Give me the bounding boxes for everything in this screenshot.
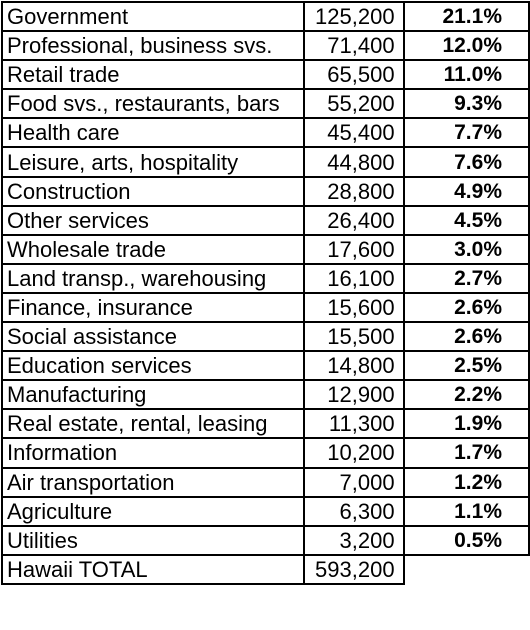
table-row: Leisure, arts, hospitality 44,800 7.6% <box>1 146 530 178</box>
job-share: 2.7% <box>402 262 530 294</box>
table-row: Professional, business svs. 71,400 12.0% <box>1 30 530 62</box>
table-row: Air transportation 7,000 1.2% <box>1 466 530 498</box>
table-row: Health care 45,400 7.7% <box>1 117 530 149</box>
industry-name: Utilities <box>1 524 305 556</box>
job-count: 15,600 <box>302 291 405 324</box>
job-count: 44,800 <box>302 146 405 178</box>
industry-name: Government <box>1 0 305 33</box>
industry-name: Air transportation <box>1 466 305 498</box>
job-count: 11,300 <box>302 408 405 440</box>
job-count: 45,400 <box>302 117 405 149</box>
table-row: Utilities 3,200 0.5% <box>1 524 530 556</box>
job-share: 9.3% <box>402 88 530 120</box>
job-share: 7.6% <box>402 146 530 178</box>
job-share: 21.1% <box>402 0 530 33</box>
table-row: Education services 14,800 2.5% <box>1 350 530 382</box>
industry-name: Wholesale trade <box>1 233 305 265</box>
job-share: 4.9% <box>402 175 530 207</box>
job-count: 16,100 <box>302 262 405 294</box>
industry-name: Land transp., warehousing <box>1 262 305 294</box>
empty-cell <box>404 555 529 584</box>
job-count: 125,200 <box>302 0 405 33</box>
job-share: 2.5% <box>402 350 530 382</box>
job-share: 1.7% <box>402 437 530 469</box>
industry-name: Finance, insurance <box>1 291 305 324</box>
job-count: 6,300 <box>302 495 405 527</box>
job-share: 11.0% <box>402 59 530 91</box>
table-row: Other services 26,400 4.5% <box>1 204 530 236</box>
industry-name: Professional, business svs. <box>1 30 305 62</box>
industry-name: Food svs., restaurants, bars <box>1 88 305 120</box>
job-share: 2.6% <box>402 321 530 353</box>
total-row: Hawaii TOTAL 593,200 <box>1 553 529 585</box>
total-job-count: 593,200 <box>302 553 405 585</box>
job-count: 65,500 <box>302 59 405 91</box>
industry-jobs-table: Government 125,200 21.1% Professional, bus… <box>1 0 530 585</box>
job-share: 2.6% <box>402 291 530 324</box>
industry-name: Manufacturing <box>1 379 305 411</box>
job-count: 26,400 <box>302 204 405 236</box>
industry-name: Real estate, rental, leasing <box>1 408 305 440</box>
table-row: Land transp., warehousing 16,100 2.7% <box>1 262 530 294</box>
industry-name: Leisure, arts, hospitality <box>1 146 305 178</box>
table-row: Manufacturing 12,900 2.2% <box>1 379 530 411</box>
table-row: Agriculture 6,300 1.1% <box>1 495 530 527</box>
industry-name: Social assistance <box>1 321 305 353</box>
job-count: 71,400 <box>302 30 405 62</box>
job-share: 1.2% <box>402 466 530 498</box>
industry-name: Retail trade <box>1 59 305 91</box>
industry-name: Construction <box>1 175 305 207</box>
job-share: 2.2% <box>402 379 530 411</box>
job-share: 1.9% <box>402 408 530 440</box>
table-row: Government 125,200 21.1% <box>1 0 530 33</box>
job-share: 1.1% <box>402 495 530 527</box>
job-share: 0.5% <box>402 524 530 556</box>
job-count: 28,800 <box>302 175 405 207</box>
job-count: 10,200 <box>302 437 405 469</box>
job-count: 3,200 <box>302 524 405 556</box>
job-count: 55,200 <box>302 88 405 120</box>
industry-name: Health care <box>1 117 305 149</box>
job-count: 12,900 <box>302 379 405 411</box>
table-row: Information 10,200 1.7% <box>1 437 530 469</box>
industry-name: Other services <box>1 204 305 236</box>
industry-name: Information <box>1 437 305 469</box>
table-body: Government 125,200 21.1% Professional, bus… <box>1 0 530 585</box>
industry-name: Agriculture <box>1 495 305 527</box>
job-count: 17,600 <box>302 233 405 265</box>
industry-name: Education services <box>1 350 305 382</box>
table-row: Construction 28,800 4.9% <box>1 175 530 207</box>
job-count: 14,800 <box>302 350 405 382</box>
table-row: Real estate, rental, leasing 11,300 1.9% <box>1 408 530 440</box>
job-count: 7,000 <box>302 466 405 498</box>
job-count: 15,500 <box>302 321 405 353</box>
total-label: Hawaii TOTAL <box>1 553 305 585</box>
table-row: Wholesale trade 17,600 3.0% <box>1 233 530 265</box>
job-share: 4.5% <box>402 204 530 236</box>
job-share: 7.7% <box>402 117 530 149</box>
table-row: Food svs., restaurants, bars 55,200 9.3% <box>1 88 530 120</box>
table-row: Retail trade 65,500 11.0% <box>1 59 530 91</box>
table-row: Finance, insurance 15,600 2.6% <box>1 291 530 324</box>
job-share: 3.0% <box>402 233 530 265</box>
job-share: 12.0% <box>402 30 530 62</box>
table-row: Social assistance 15,500 2.6% <box>1 321 530 353</box>
